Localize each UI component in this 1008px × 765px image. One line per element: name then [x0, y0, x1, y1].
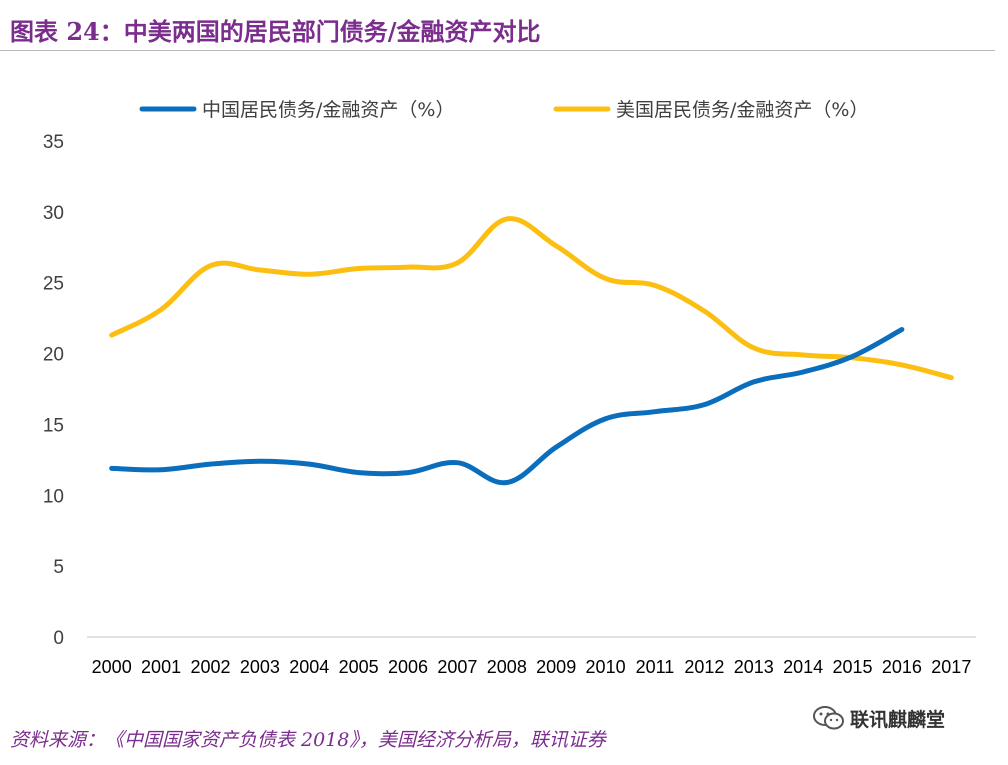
- x-tick-label: 2010: [586, 657, 626, 677]
- x-tick-label: 2000: [92, 657, 132, 677]
- y-tick-label: 20: [43, 345, 64, 366]
- x-tick-label: 2015: [833, 657, 873, 677]
- y-tick-label: 30: [43, 203, 64, 224]
- y-tick-label: 5: [53, 557, 64, 578]
- x-tick-label: 2003: [240, 657, 280, 677]
- legend-item-china: 中国居民债务/金融资产（%）: [139, 99, 454, 121]
- wechat-icon: [813, 706, 844, 730]
- x-tick-label: 2012: [684, 657, 724, 677]
- x-tick-label: 2001: [141, 657, 181, 677]
- x-tick-label: 2009: [536, 657, 576, 677]
- x-tick-label: 2014: [783, 657, 823, 677]
- legend: 中国居民债务/金融资产（%） 美国居民债务/金融资产（%）: [139, 99, 868, 121]
- series-line-china: [109, 326, 905, 486]
- x-tick-label: 2006: [388, 657, 428, 677]
- legend-label: 美国居民债务/金融资产（%）: [616, 99, 868, 121]
- title-divider: [0, 50, 995, 51]
- x-tick-label: 2008: [487, 657, 527, 677]
- series-line-usa: [109, 216, 954, 381]
- x-tick-label: 2013: [734, 657, 774, 677]
- x-tick-label: 2011: [636, 657, 675, 677]
- x-tick-label: 2004: [289, 657, 329, 677]
- legend-item-usa: 美国居民债务/金融资产（%）: [553, 99, 868, 121]
- y-tick-label: 0: [53, 628, 64, 649]
- y-tick-label: 35: [43, 132, 64, 153]
- source-note: 资料来源：《中国国家资产负债表 2018》，美国经济分析局，联讯证券: [10, 729, 606, 751]
- series-layer: [109, 216, 954, 486]
- axis-layer: 0 5 10 15 20 25 30 35 2000 2001 2002 2003 2004 2005 20…: [43, 132, 976, 677]
- x-tick-label: 2002: [190, 657, 230, 677]
- x-tick-label: 2017: [931, 657, 971, 677]
- watermark-text: 联讯麒麟堂: [850, 708, 946, 731]
- y-tick-label: 15: [43, 415, 64, 436]
- y-tick-label: 25: [43, 274, 64, 295]
- x-tick-label: 2016: [882, 657, 922, 677]
- y-tick-label: 10: [43, 486, 64, 507]
- legend-label: 中国居民债务/金融资产（%）: [202, 99, 454, 121]
- watermark: 联讯麒麟堂: [812, 704, 945, 732]
- figure-title: 图表 24：中美两国的居民部门债务/金融资产对比: [10, 17, 541, 46]
- x-tick-label: 2005: [339, 657, 379, 677]
- x-tick-label: 2007: [437, 657, 477, 677]
